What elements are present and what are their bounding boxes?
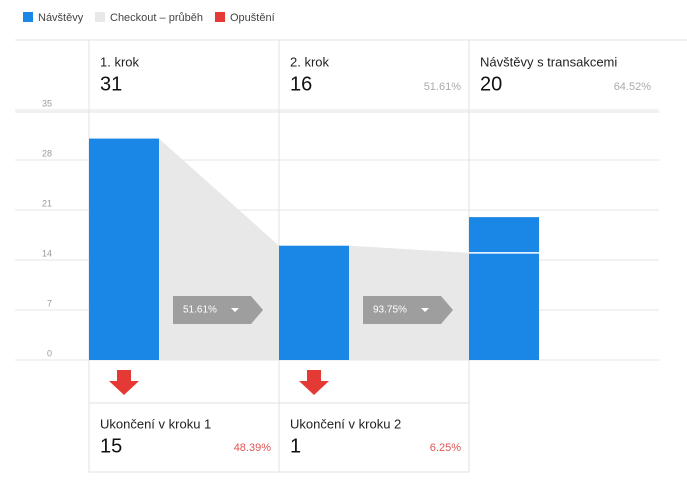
exit-value: 1 xyxy=(290,435,301,457)
legend-label: Opuštění xyxy=(230,12,275,24)
y-tick-label: 0 xyxy=(47,348,52,358)
y-tick-label: 7 xyxy=(47,298,52,308)
conversion-box xyxy=(363,296,453,324)
legend-swatch xyxy=(23,12,33,22)
checkout-area xyxy=(159,138,279,360)
exit-arrow xyxy=(109,370,139,395)
step-value: 16 xyxy=(290,73,312,95)
exit-label: Ukončení v kroku 1 xyxy=(100,416,211,431)
legend-label: Checkout – průběh xyxy=(110,12,203,24)
y-tick-label: 35 xyxy=(42,98,52,108)
step-value: 20 xyxy=(480,73,502,95)
legend-swatch xyxy=(215,12,225,22)
y-tick-label: 14 xyxy=(42,248,52,258)
legend-swatch xyxy=(95,12,105,22)
exit-arrow xyxy=(299,370,329,395)
step-label: 2. krok xyxy=(290,54,330,69)
y-tick-label: 21 xyxy=(42,198,52,208)
step-percent: 64.52% xyxy=(614,81,652,93)
exit-percent: 48.39% xyxy=(234,442,272,454)
exit-box xyxy=(278,402,470,473)
exit-value: 15 xyxy=(100,435,122,457)
bar xyxy=(469,217,539,360)
legend-label: Návštěvy xyxy=(38,12,84,24)
dropdown-caret xyxy=(231,308,239,312)
step-label: Návštěvy s transakcemi xyxy=(480,54,617,69)
step-value: 31 xyxy=(100,73,122,95)
step-percent: 51.61% xyxy=(424,81,462,93)
step-label: 1. krok xyxy=(100,54,140,69)
conversion-label: 93.75% xyxy=(373,305,407,316)
conversion-box xyxy=(173,296,263,324)
exit-label: Ukončení v kroku 2 xyxy=(290,416,401,431)
dropdown-caret xyxy=(421,308,429,312)
exit-percent: 6.25% xyxy=(430,442,461,454)
bar xyxy=(89,138,159,360)
conversion-label: 51.61% xyxy=(183,305,217,316)
y-tick-label: 28 xyxy=(42,148,52,158)
bar xyxy=(279,245,349,360)
